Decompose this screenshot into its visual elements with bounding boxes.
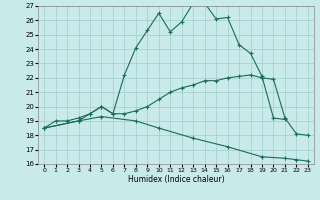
- X-axis label: Humidex (Indice chaleur): Humidex (Indice chaleur): [128, 175, 224, 184]
